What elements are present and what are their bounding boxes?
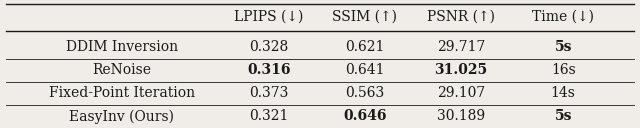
- Text: DDIM Inversion: DDIM Inversion: [65, 40, 178, 54]
- Text: 0.621: 0.621: [345, 40, 385, 54]
- Text: 16s: 16s: [551, 63, 575, 77]
- Text: 0.328: 0.328: [249, 40, 289, 54]
- Text: PSNR (↑): PSNR (↑): [427, 10, 495, 24]
- Text: 5s: 5s: [554, 109, 572, 124]
- Text: LPIPS (↓): LPIPS (↓): [234, 10, 303, 24]
- Text: 14s: 14s: [551, 86, 575, 100]
- Text: 0.373: 0.373: [249, 86, 289, 100]
- Text: ReNoise: ReNoise: [92, 63, 151, 77]
- Text: 0.563: 0.563: [345, 86, 385, 100]
- Text: 29.107: 29.107: [436, 86, 485, 100]
- Text: Fixed-Point Iteration: Fixed-Point Iteration: [49, 86, 195, 100]
- Text: Time (↓): Time (↓): [532, 10, 594, 24]
- Text: SSIM (↑): SSIM (↑): [332, 10, 397, 24]
- Text: 31.025: 31.025: [434, 63, 488, 77]
- Text: 0.646: 0.646: [343, 109, 387, 124]
- Text: 29.717: 29.717: [436, 40, 485, 54]
- Text: 0.321: 0.321: [249, 109, 289, 124]
- Text: 30.189: 30.189: [436, 109, 485, 124]
- Text: 5s: 5s: [554, 40, 572, 54]
- Text: EasyInv (Ours): EasyInv (Ours): [69, 109, 174, 124]
- Text: 0.316: 0.316: [247, 63, 291, 77]
- Text: 0.641: 0.641: [345, 63, 385, 77]
